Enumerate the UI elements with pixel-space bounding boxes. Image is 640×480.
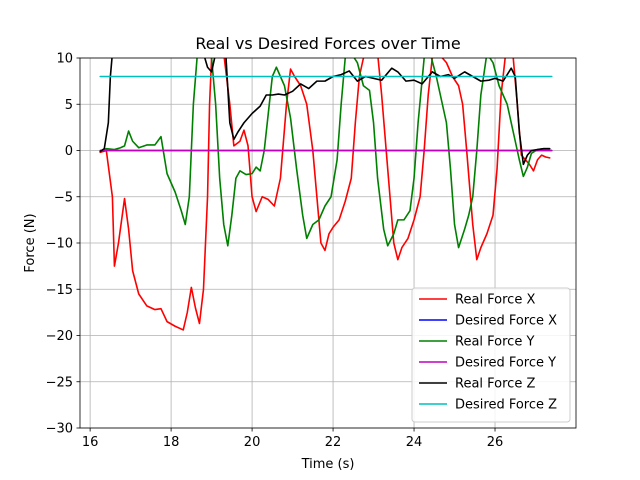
- x-tick-label: 18: [163, 435, 180, 450]
- series-line-real-force-z: [99, 58, 551, 166]
- series-line-real-force-x: [99, 58, 551, 331]
- y-axis-label: Force (N): [23, 213, 38, 272]
- x-tick-label: 24: [406, 435, 423, 450]
- x-tick-label: 20: [244, 435, 261, 450]
- y-tick-label: 5: [65, 98, 73, 113]
- legend-label: Desired Force X: [455, 314, 557, 329]
- x-tick-label: 16: [82, 435, 99, 450]
- x-tick-label: 22: [325, 435, 342, 450]
- y-tick-label: −30: [46, 422, 73, 437]
- legend-label: Real Force Y: [455, 335, 534, 350]
- y-tick-label: −15: [46, 283, 73, 298]
- legend-box: [411, 287, 571, 423]
- y-tick-label: −20: [46, 329, 73, 344]
- x-axis-label: Time (s): [301, 457, 355, 472]
- series-line-real-force-y: [99, 58, 551, 249]
- series-lines: [99, 58, 553, 331]
- legend: Real Force X Desired Force X Real Force Y D…: [411, 287, 571, 423]
- y-tick-label: −5: [54, 190, 73, 205]
- legend-label: Desired Force Y: [455, 356, 556, 371]
- x-tick-label: 26: [487, 435, 504, 450]
- y-tick-label: −10: [46, 237, 73, 252]
- y-tick-label: −25: [46, 375, 73, 390]
- legend-label: Real Force X: [455, 293, 535, 308]
- axis-ticks: 16 18 20 22 24 26 −30 −25 −20 −15 −10 −5 0 5 10: [46, 52, 504, 451]
- legend-label: Desired Force Z: [455, 398, 557, 413]
- chart-title: Real vs Desired Forces over Time: [195, 34, 460, 53]
- y-tick-label: 10: [56, 52, 73, 67]
- legend-label: Real Force Z: [455, 377, 535, 392]
- y-tick-label: 0: [65, 144, 73, 159]
